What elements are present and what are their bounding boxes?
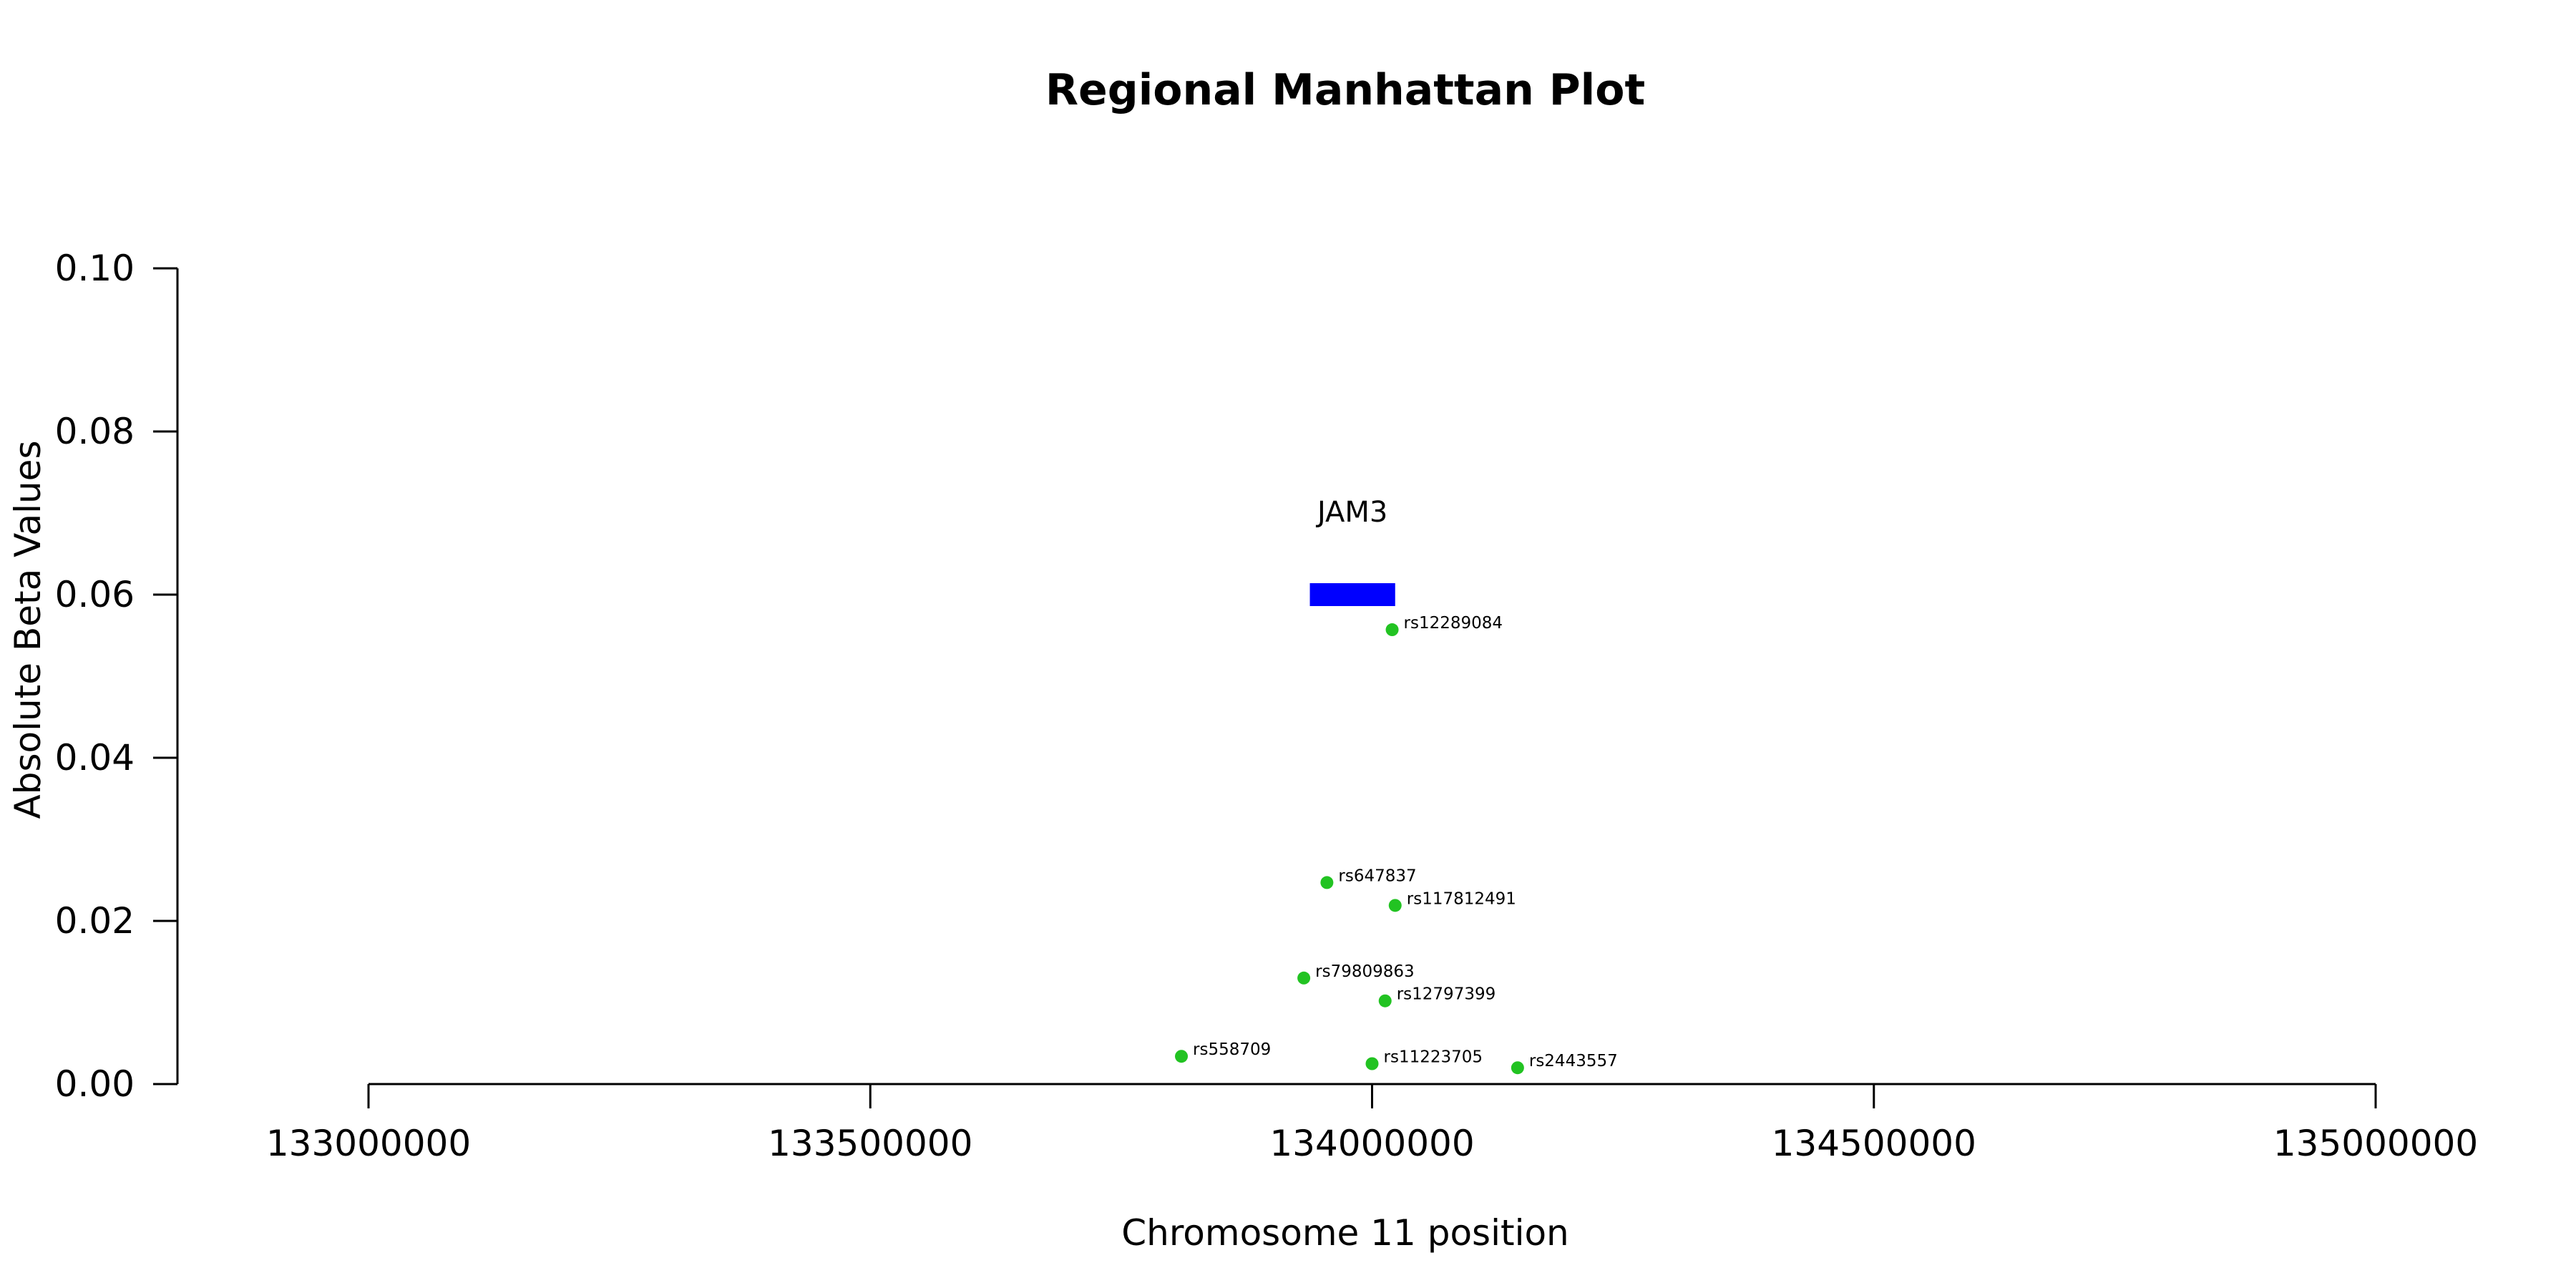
x-tick-label: 133000000: [266, 1123, 471, 1164]
snp-label: rs12289084: [1404, 614, 1503, 633]
snp-label: rs558709: [1193, 1040, 1271, 1059]
gene-track: JAM3: [1309, 496, 1395, 606]
snp-point-group: rs12797399: [1378, 985, 1496, 1008]
y-tick-label: 0.10: [55, 248, 135, 289]
y-tick-label: 0.00: [55, 1063, 135, 1105]
snp-label: rs79809863: [1315, 962, 1415, 981]
snp-label: rs647837: [1338, 867, 1416, 885]
y-tick-label: 0.02: [55, 900, 135, 942]
snp-point-group: rs117812491: [1388, 889, 1516, 912]
snp-point-group: rs2443557: [1511, 1052, 1618, 1075]
snp-point: [1365, 1057, 1379, 1070]
x-tick-label: 134500000: [1772, 1123, 1976, 1164]
x-axis-label: Chromosome 11 position: [1121, 1212, 1569, 1254]
snp-point-group: rs647837: [1320, 867, 1417, 889]
x-tick-label: 133500000: [768, 1123, 972, 1164]
y-tick-label: 0.08: [55, 411, 135, 452]
snp-point: [1511, 1061, 1524, 1075]
snp-point: [1175, 1050, 1189, 1063]
y-tick-label: 0.06: [55, 574, 135, 615]
snp-label: rs11223705: [1384, 1048, 1483, 1067]
snp-point-group: rs11223705: [1365, 1048, 1483, 1070]
snp-label: rs2443557: [1529, 1052, 1618, 1070]
snp-label: rs12797399: [1397, 985, 1496, 1004]
snp-point: [1378, 994, 1392, 1008]
chart-title: Regional Manhattan Plot: [1045, 65, 1645, 115]
y-tick-label: 0.04: [55, 737, 135, 779]
gene-label: JAM3: [1315, 496, 1387, 529]
snp-label: rs117812491: [1407, 889, 1516, 908]
x-tick-label: 134000000: [1269, 1123, 1474, 1164]
x-axis: 133000000 133500000 134000000 134500000 1350…: [266, 1083, 2478, 1164]
snp-point: [1388, 899, 1402, 912]
x-tick-label: 135000000: [2273, 1123, 2478, 1164]
snp-point-group: rs79809863: [1297, 962, 1415, 985]
snp-point: [1297, 971, 1311, 985]
snp-point-group: rs558709: [1175, 1040, 1271, 1063]
y-axis-label: Absolute Beta Values: [7, 441, 49, 819]
gene-bar: [1309, 583, 1395, 606]
y-axis: 0.00 0.02 0.04 0.06 0.08 0.10: [55, 248, 179, 1105]
snp-point: [1385, 623, 1399, 637]
snp-point: [1320, 876, 1334, 889]
snp-point-group: rs12289084: [1385, 614, 1503, 637]
data-points: rs12289084 rs647837 rs117812491 rs79809863 r…: [1175, 614, 1618, 1075]
